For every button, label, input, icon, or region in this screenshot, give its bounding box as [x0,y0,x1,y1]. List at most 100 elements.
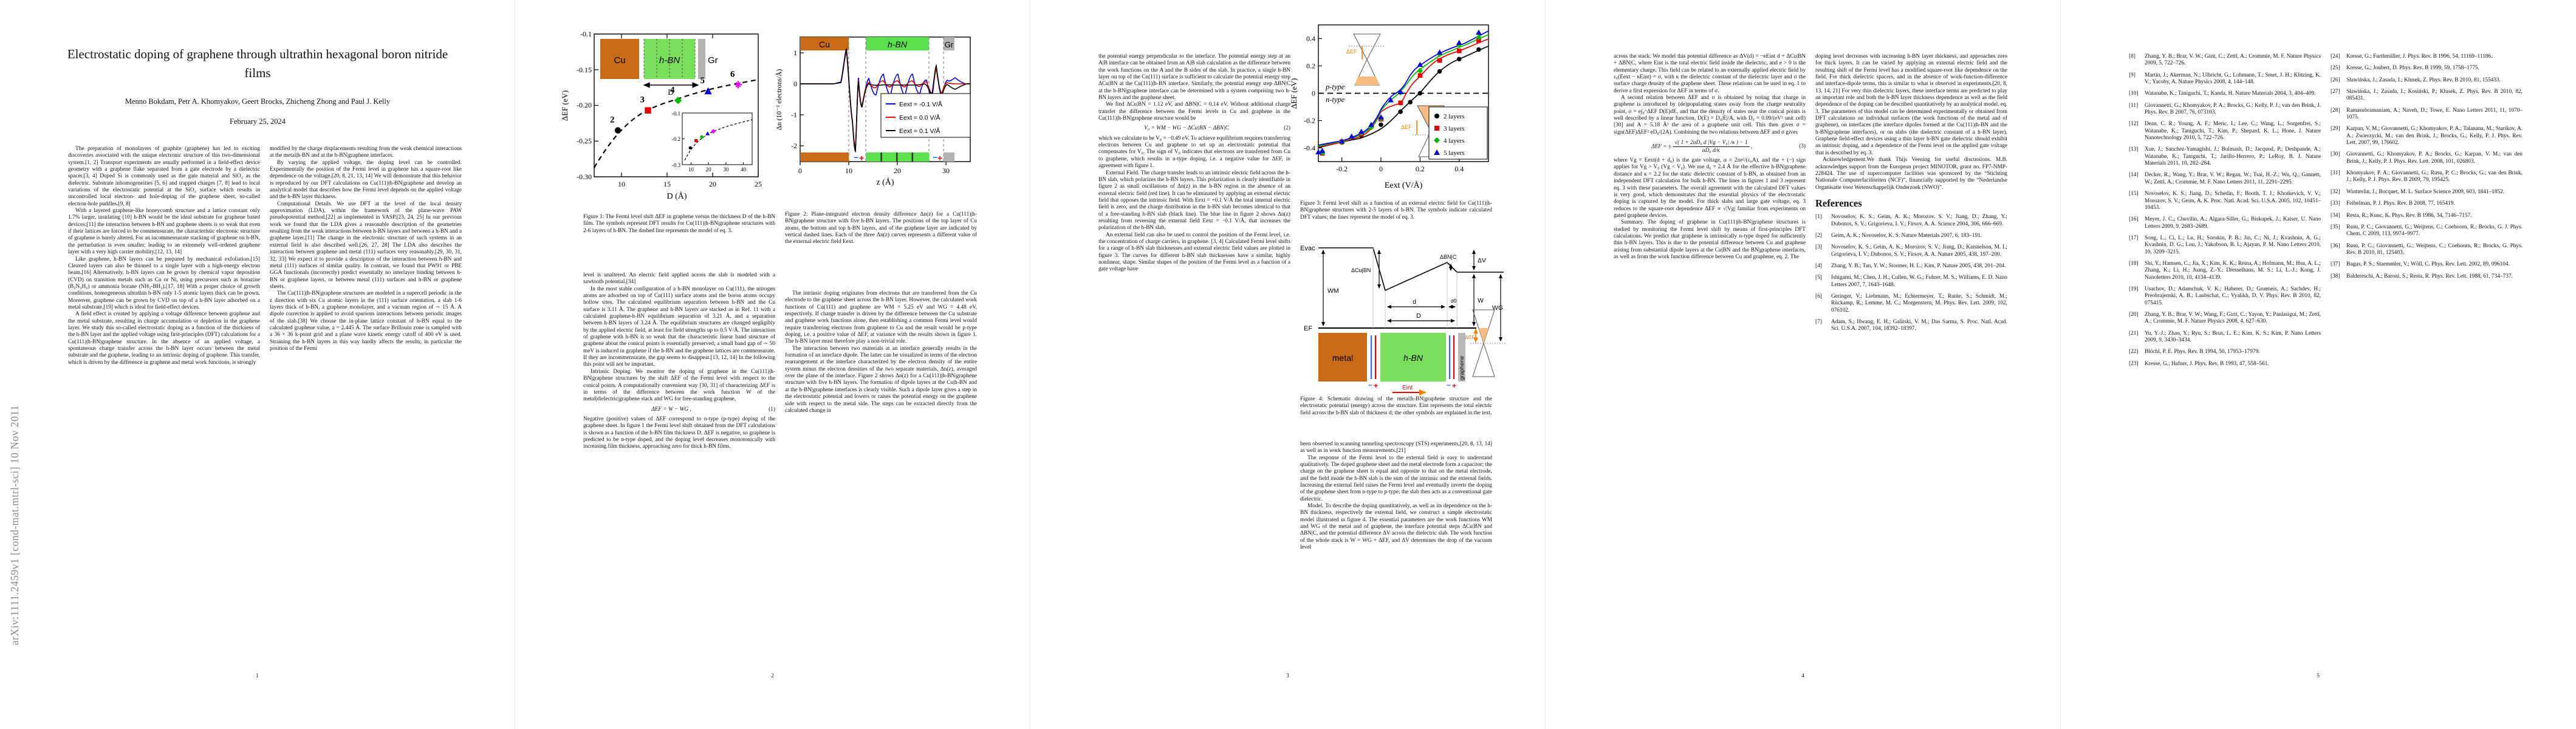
svg-text:-0.1: -0.1 [672,111,680,117]
paragraph: Model. To describe the doping quantitati… [1300,503,1492,551]
paragraph: An external field can also be used to co… [1098,231,1290,273]
reference-item: [32] Wintterlin, J.; Bocquet, M. L. Surfa… [2331,188,2505,195]
paragraph: Acknowledgement.We thank Thijs Veening f… [1815,157,2007,191]
svg-text:20: 20 [894,166,901,175]
paper-authors: Menno Bokdam, Petr A. Khomyakov, Geert B… [125,97,391,106]
page-number-2: 2 [771,673,774,679]
svg-text:0.2: 0.2 [1416,165,1425,173]
svg-text:10: 10 [688,166,694,173]
page-1: arXiv:1111.2459v1 [cond-mat.mtrl-sci] 10… [0,0,515,729]
svg-text:-0.15: -0.15 [577,66,592,74]
paragraph: Computational Details. We use DFT at the… [270,200,462,290]
fig2-gr-band [944,37,954,50]
fig2-x-label: z (Å) [876,177,894,187]
page-3: the potential energy perpendicular to th… [1030,0,1546,729]
paragraph: The preparation of monolayers of graphit… [68,146,260,207]
paragraph: modified by the charge displacements res… [270,146,462,159]
reference-item: [1] Novoselov, K. S.; Geim, A. K.; Morozo… [1815,214,2007,227]
svg-text:-1: -1 [791,111,797,119]
page-2: -0.1 -0.15 -0.20 -0.25 -0.30 10 15 20 25… [515,0,1030,729]
page-5: [8] Zhang, Y. B.; Brar, V. W.; Girit, C.;… [2061,0,2575,729]
fig2-curves [800,47,970,153]
p2-column-2: The intrinsic doping originates from ele… [785,290,977,689]
fig3-x-label: Eext (V/Å) [1385,180,1423,190]
svg-text:0: 0 [798,166,802,175]
svg-text:4: 4 [670,85,675,95]
fig4-graphene-block [1458,333,1465,382]
paragraph: With a layered graphene-like honeycomb s… [68,208,260,256]
svg-text:WG: WG [1492,304,1503,312]
figure-4-caption: Figure 4: Schematic drawing of the metal… [1300,396,1492,416]
p1-column-2: modified by the charge displacements res… [270,146,462,662]
reference-item: [8] Zhang, Y. B.; Brar, V. W.; Girit, C.;… [2129,53,2321,67]
svg-text:20: 20 [706,166,712,173]
svg-text:ΔEF: ΔEF [1401,124,1412,130]
svg-text:-0.20: -0.20 [577,101,592,109]
svg-text:0: 0 [793,80,797,88]
svg-text:-0.3: -0.3 [672,162,681,168]
paragraph: Like graphene, h-BN layers can be prepar… [68,256,260,310]
fig4-hbn-block [1380,333,1446,382]
svg-text:10: 10 [618,180,625,188]
svg-text:-0.4: -0.4 [1304,144,1315,152]
reference-item: [25] Kresse, G.; Joubert, D. Phys. Rev. B… [2331,65,2479,72]
svg-text:d: d [1413,298,1416,306]
svg-text:2 layers: 2 layers [1444,113,1465,120]
fig3-dirac-cone-upper: ΔEF [1346,33,1385,86]
page-4: across the stack. We model this potentia… [1546,0,2061,729]
reference-item: [21] Yu, Y.-J.; Zhao, Y.; Ryu, S.; Brus, … [2129,330,2321,343]
svg-text:25: 25 [755,180,762,188]
paragraph: across the stack. We model this potentia… [1614,53,1806,94]
references-heading: References [1815,197,1862,209]
reference-list: [1] Novoselov, K. S.; Geim, A. K.; Morozo… [1815,214,2007,332]
svg-text:WM: WM [1327,287,1339,295]
fig2-hbn-band [866,37,929,50]
figure-2: Cu h-BN Gr − + − [775,36,971,187]
svg-text:+: + [937,153,942,163]
svg-text:3 layers: 3 layers [1444,125,1465,132]
svg-text:ΔBN|C: ΔBN|C [1440,254,1457,260]
reference-item: [38] Baldereschi, A.; Baroni, S.; Resta, … [2331,273,2513,279]
fig1-data-points: 2 3 4 5 6 [610,69,742,134]
fig4-hbn-label: h-BN [1403,353,1423,363]
reference-item: [5] Ishigami, M.; Chen, J. H.; Cullen, W.… [1815,275,2007,288]
fig4-evac-label: Evac [1300,245,1315,252]
fig2-charge-signs: − + − + [854,152,942,163]
fig2-gr-slab [944,152,954,162]
reference-item: [17] Song, L.; Ci, L.; Lu, H.; Sorokin, P… [2129,234,2321,255]
paragraph: Summary. The doping of graphene in Cu(11… [1614,219,1806,260]
paragraph: By varying the applied voltage, the dopi… [270,159,462,200]
reference-item: [11] Giovannetti, G.; Khomyakov, P. A.; B… [2129,102,2321,116]
reference-item: [20] Zhang, Y. B.; Brar, V. W.; Wang, F.;… [2129,311,2321,325]
reference-item: [31] Khomyakov, P. A.; Giovannetti, G.; R… [2331,170,2523,183]
reference-item: [14] Decker, R.; Wang, Y.; Brar, V. W.; R… [2129,172,2321,185]
svg-text:2: 2 [610,115,615,125]
p3-column-2: been observed in scanning tunneling spec… [1300,441,1492,689]
cu-label: Cu [614,55,625,66]
reference-item: [9] Martin, J.; Akerman, N.; Ulbricht, G.… [2129,72,2321,86]
fig1-x-label: D (Å) [666,191,687,201]
page-number-5: 5 [2317,673,2320,679]
paragraph: level is unaltered. An electric field ap… [583,272,775,286]
reference-item: [24] Kresse, G.; Furthmüller, J. Phys. Re… [2331,53,2493,60]
fig2-gr-label: Gr [945,40,954,49]
reference-item: [2] Geim, A. K.; Novoselov, K. S. Nature … [1815,232,1982,239]
svg-text:-2: -2 [791,142,797,150]
reference-item: [34] Resta, R.; Kunc, K. Phys. Rev. B 198… [2331,212,2472,219]
p3-column-1: the potential energy perpendicular to th… [1098,53,1290,689]
svg-text:ΔV: ΔV [1478,257,1486,264]
svg-text:Eext = 0.0 V/Å: Eext = 0.0 V/Å [899,114,940,122]
reference-item: [18] Shi, Y.; Hamsen, C.; Jia, X.; Kim, K… [2129,260,2321,281]
equation-1: ΔEF = W − WG , (1) [651,406,775,412]
fig3-n-type-label: n-type [1326,95,1345,104]
fig4-dirac-cone: ΔEF [1465,309,1506,377]
svg-text:-0.2: -0.2 [1304,117,1315,125]
fig4-metal-label: metal [1332,353,1353,363]
paragraph: Negative (positive) values of ΔEF corres… [583,416,775,450]
fig1-tick-labels: -0.1 -0.15 -0.20 -0.25 -0.30 10 15 20 25 [577,30,762,188]
page-number-1: 1 [256,673,259,679]
p5-column-2: [24] Kresse, G.; Furthmüller, J. Phys. Re… [2331,53,2523,689]
svg-text:0.4: 0.4 [1454,165,1464,173]
paragraph: which we calculate to be V₀ = −0.49 eV. … [1098,135,1290,169]
fig3-p-type-label: p-type [1325,83,1345,91]
